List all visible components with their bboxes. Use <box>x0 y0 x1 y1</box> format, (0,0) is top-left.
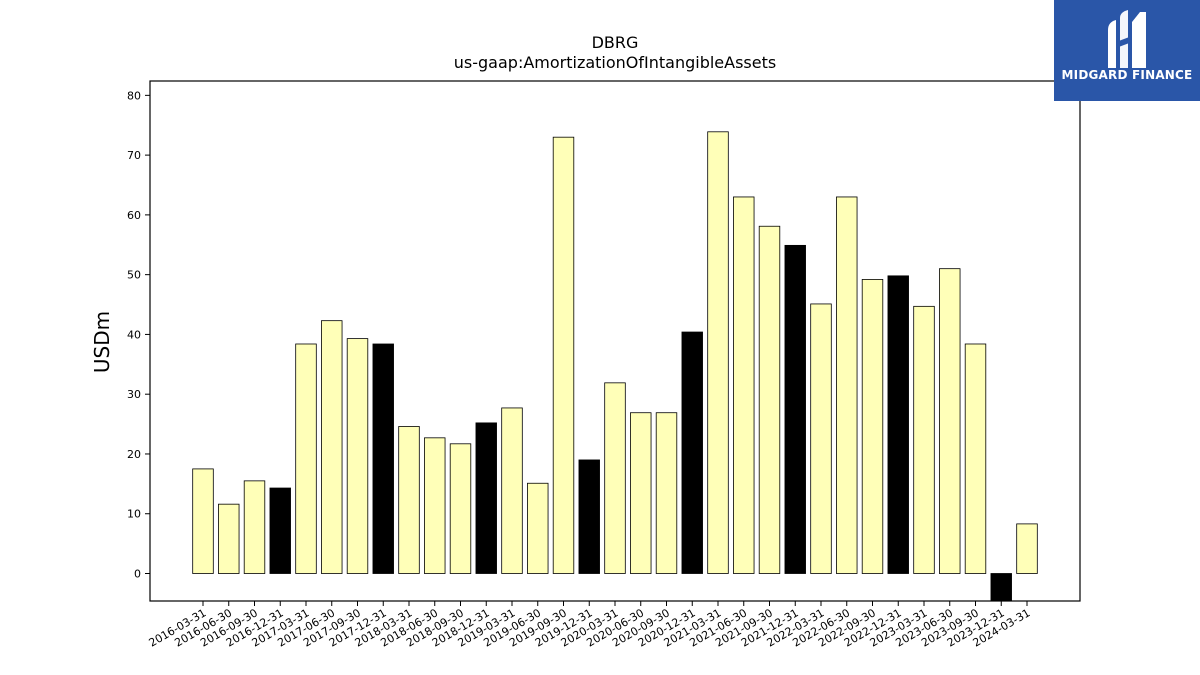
y-tick-label: 30 <box>127 388 141 401</box>
y-tick-label: 60 <box>127 209 141 222</box>
y-axis-label: USDm <box>90 311 114 373</box>
bar-2017-03-31 <box>295 343 317 574</box>
bar-2022-09-30 <box>861 279 884 574</box>
bar-2016-06-30 <box>218 503 240 574</box>
bar-2021-03-31 <box>707 131 729 574</box>
bar-2020-06-30 <box>630 412 652 574</box>
y-tick-label: 0 <box>134 568 141 581</box>
bar-2018-12-31 <box>475 422 497 574</box>
plot-frame <box>149 80 1081 602</box>
bar-2017-09-30 <box>346 338 369 574</box>
brand-name: MIDGARD FINANCE <box>1061 68 1193 82</box>
bar-2017-06-30 <box>321 320 343 574</box>
bar-2024-03-31 <box>1016 523 1038 574</box>
bar-2022-06-30 <box>836 196 858 574</box>
y-tick-label: 80 <box>127 89 141 102</box>
brand-logo: MIDGARD FINANCE <box>1054 0 1200 101</box>
y-tick-label: 40 <box>127 328 141 341</box>
bar-2023-09-30 <box>964 343 987 574</box>
bar-2022-12-31 <box>887 275 909 574</box>
bar-2023-06-30 <box>939 268 961 574</box>
bar-2017-12-31 <box>372 343 394 574</box>
bar-2016-03-31 <box>192 468 214 574</box>
bar-2019-12-31 <box>578 459 600 574</box>
chart-subtitle: us-gaap:AmortizationOfIntangibleAssets <box>454 53 776 72</box>
y-tick-label: 20 <box>127 448 141 461</box>
bar-2021-06-30 <box>733 196 755 574</box>
y-tick-label: 10 <box>127 508 141 521</box>
bar-2019-06-30 <box>527 482 549 574</box>
bar-2021-12-31 <box>784 244 806 574</box>
bar-2023-12-31 <box>990 573 1012 602</box>
bars <box>192 131 1038 602</box>
bar-2018-03-31 <box>398 426 420 574</box>
bar-2019-09-30 <box>552 136 575 574</box>
y-tick-label: 70 <box>127 149 141 162</box>
midgard-logo-icon <box>1108 10 1146 68</box>
bar-2021-09-30 <box>758 225 781 574</box>
x-axis-ticks: 2016-03-312016-06-302016-09-302016-12-31… <box>147 601 1033 650</box>
bar-2016-12-31 <box>269 487 291 574</box>
bar-2019-03-31 <box>501 407 523 574</box>
bar-2020-03-31 <box>604 382 626 574</box>
bar-2018-09-30 <box>449 443 472 574</box>
y-tick-label: 50 <box>127 269 141 282</box>
bar-2016-09-30 <box>243 480 266 574</box>
bar-2020-12-31 <box>681 331 703 574</box>
bar-2023-03-31 <box>913 305 935 574</box>
bar-2018-06-30 <box>424 437 446 574</box>
y-axis-ticks: 0 10 20 30 40 50 60 70 80 <box>127 89 150 581</box>
bar-2020-09-30 <box>655 412 678 574</box>
bar-2022-03-31 <box>810 303 832 574</box>
chart-title: DBRG <box>592 33 639 52</box>
